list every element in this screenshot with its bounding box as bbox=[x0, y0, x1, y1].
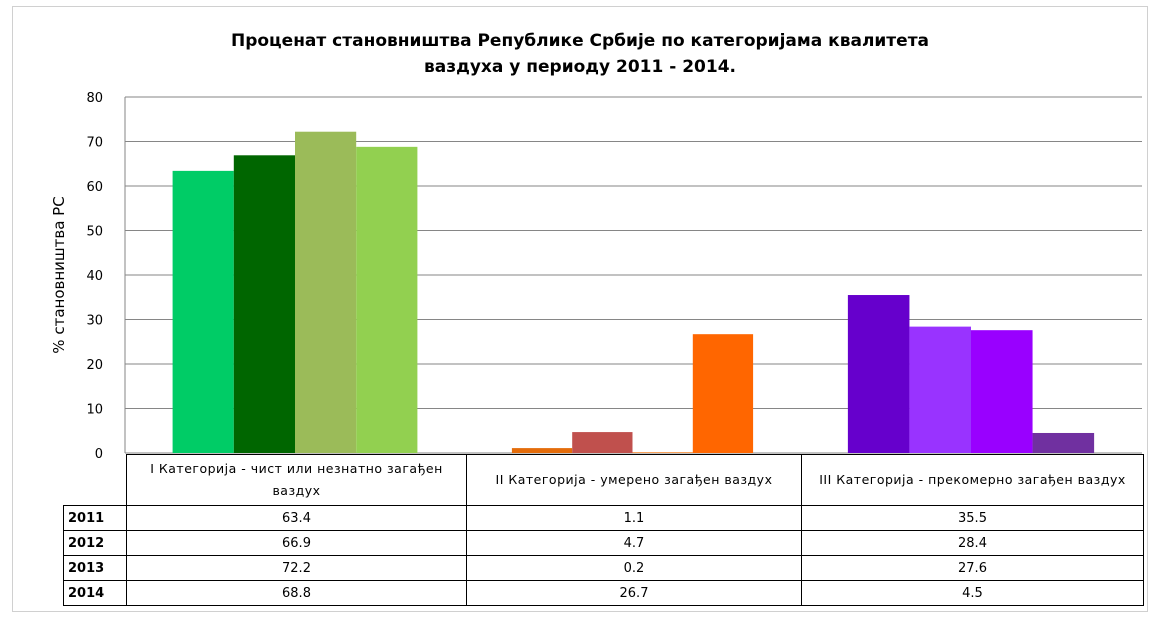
table-cell: III Категорија - прекомерно загађен вазд… bbox=[801, 454, 1144, 506]
table-cell: 2014 bbox=[63, 580, 127, 606]
table-row: 2014 68.8 26.7 4.5 bbox=[63, 580, 1144, 606]
table-cell: 0.2 bbox=[466, 555, 802, 581]
bar bbox=[511, 448, 573, 453]
bar bbox=[1032, 432, 1095, 453]
table-cell: 28.4 bbox=[801, 530, 1144, 556]
table-cell: 72.2 bbox=[126, 555, 467, 581]
y-tick-label: 0 bbox=[95, 447, 103, 462]
bar bbox=[572, 432, 633, 453]
table-row: 2011 63.4 1.1 35.5 bbox=[63, 505, 1144, 531]
table-row: 2012 66.9 4.7 28.4 bbox=[63, 530, 1144, 556]
y-tick-label: 50 bbox=[86, 225, 103, 240]
bar bbox=[233, 155, 295, 454]
table-cell: 63.4 bbox=[126, 505, 467, 531]
table-cell: 2012 bbox=[63, 530, 127, 556]
bar bbox=[632, 452, 693, 453]
table-cell: 4.7 bbox=[466, 530, 802, 556]
y-tick-label: 70 bbox=[86, 136, 103, 151]
table-cell: 27.6 bbox=[801, 555, 1144, 581]
table-cell bbox=[64, 455, 127, 506]
bar bbox=[692, 334, 754, 453]
table-cell: I Категорија - чист или незнатно загађен… bbox=[126, 454, 467, 506]
y-tick-label: 10 bbox=[86, 403, 103, 418]
table-cell: 68.8 bbox=[126, 580, 467, 606]
table-row: I Категорија - чист или незнатно загађен… bbox=[64, 454, 1144, 506]
table-cell: 35.5 bbox=[801, 505, 1144, 531]
table-cell: 2013 bbox=[63, 555, 127, 581]
y-tick-label: 60 bbox=[86, 180, 103, 195]
bar bbox=[172, 170, 234, 453]
table-cell: 26.7 bbox=[466, 580, 802, 606]
data-table: I Категорија - чист или незнатно загађен… bbox=[63, 454, 1144, 606]
frame bbox=[12, 6, 1148, 612]
y-axis-label: % становништва РС bbox=[50, 196, 68, 353]
table-row: 2013 72.2 0.2 27.6 bbox=[63, 555, 1144, 581]
bar bbox=[847, 295, 910, 453]
y-tick-label: 30 bbox=[86, 314, 103, 329]
bar bbox=[971, 330, 1033, 453]
bar bbox=[909, 326, 971, 453]
y-tick-label: 80 bbox=[86, 91, 103, 106]
chart-title: ваздуха у периоду 2011 - 2014. bbox=[424, 57, 736, 77]
table-cell: 4.5 bbox=[801, 580, 1144, 606]
y-tick-label: 20 bbox=[86, 358, 103, 373]
bar bbox=[356, 146, 418, 453]
bar bbox=[295, 131, 357, 453]
table-cell: 2011 bbox=[63, 505, 127, 531]
table-cell: 1.1 bbox=[466, 505, 802, 531]
chart-title: Проценат становништва Републике Србије п… bbox=[231, 31, 929, 51]
y-tick-label: 40 bbox=[86, 269, 103, 284]
table-cell: 66.9 bbox=[126, 530, 467, 556]
table-cell: II Категорија - умерено загађен ваздух bbox=[466, 454, 802, 506]
